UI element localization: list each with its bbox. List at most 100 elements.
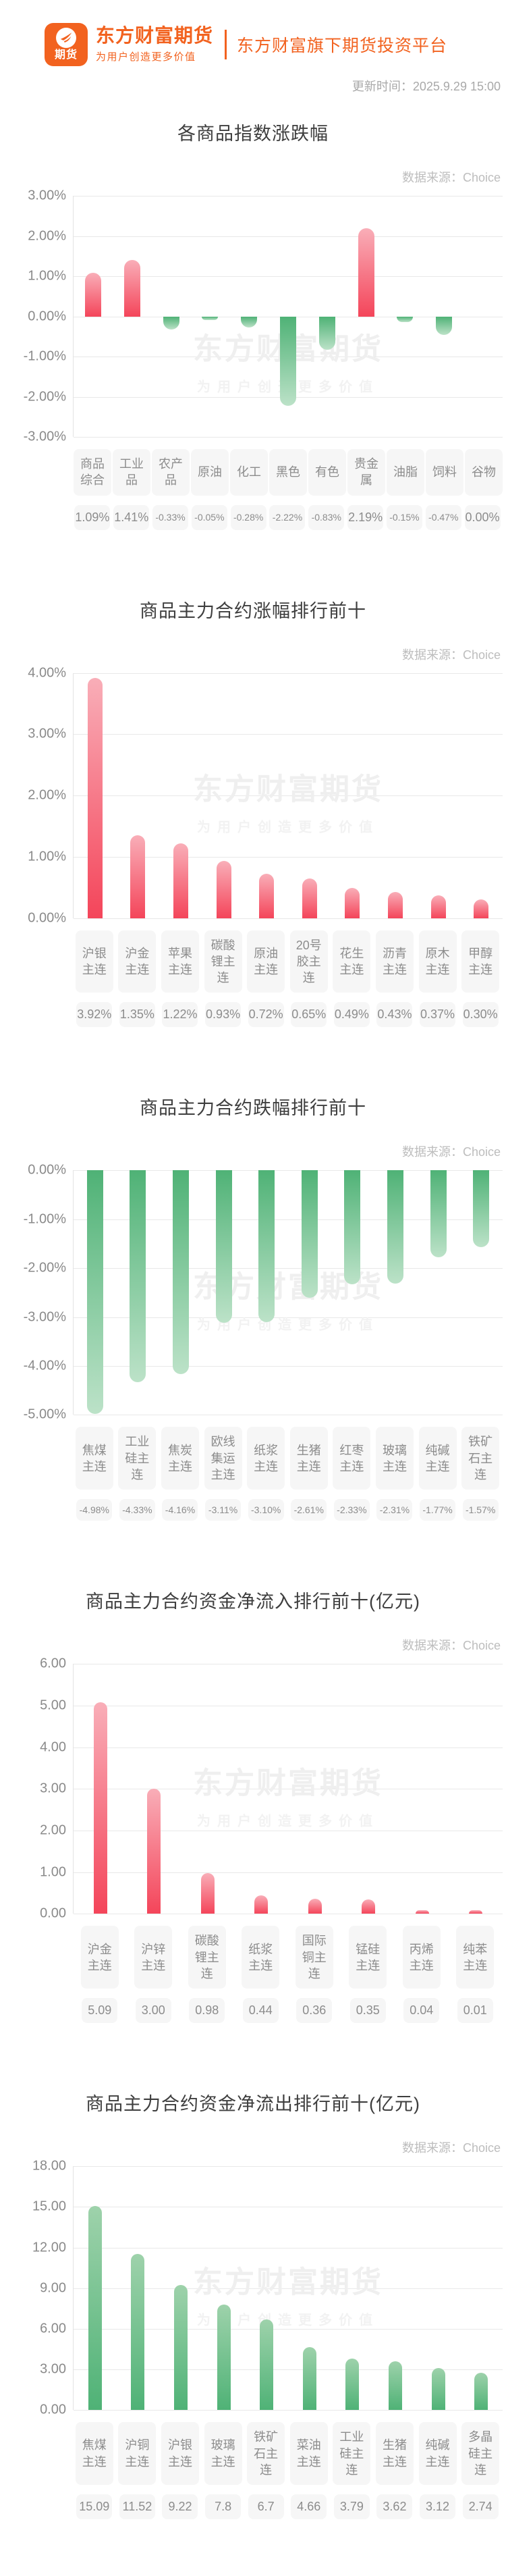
bar-value: -0.28% xyxy=(230,504,266,530)
bar-value: -1.77% xyxy=(420,1499,456,1521)
x-label-cell: 红枣主连 xyxy=(331,1427,374,1490)
gridline xyxy=(74,2247,503,2249)
bar-value: -4.98% xyxy=(76,1499,113,1521)
x-label: 纯苯主连 xyxy=(456,1926,495,1989)
bar-value: 0.49% xyxy=(333,1002,370,1028)
value-cell: 0.49% xyxy=(331,1002,374,1028)
bar-value-labels: 15.09 11.52 9.22 7.8 6.7 4.66 3.79 3.62 3.12 2.74 xyxy=(73,2494,502,2520)
bar-value: 3.62 xyxy=(376,2494,413,2520)
y-axis-tick: -4.00% xyxy=(23,1358,66,1373)
y-axis-tick: 6.00 xyxy=(40,2321,66,2336)
chart-bar xyxy=(302,2346,316,2411)
chart-bar xyxy=(397,316,414,323)
chart-bar xyxy=(200,1872,215,1914)
value-cell: -0.15% xyxy=(385,504,424,530)
y-axis-tick: 15.00 xyxy=(32,2199,66,2214)
bar-value: 0.98 xyxy=(189,1998,225,2024)
x-label: 纸浆主连 xyxy=(247,1427,285,1490)
chart-bar xyxy=(430,1170,447,1257)
watermark: 东方财富期货为用户创造更多价值 xyxy=(74,765,503,836)
gridline xyxy=(74,673,503,674)
x-label: 铁矿石主连 xyxy=(247,2422,285,2486)
x-label: 焦煤主连 xyxy=(75,2422,113,2486)
y-axis-tick: 3.00% xyxy=(28,188,66,203)
chart-bar xyxy=(415,1910,429,1914)
platform-tagline: 东方财富旗下期货投资平台 xyxy=(237,36,448,55)
x-label: 沪银主连 xyxy=(75,930,113,993)
x-label-cell: 黑色 xyxy=(269,449,308,496)
gridline xyxy=(74,276,503,277)
chart-section: 商品主力合约资金净流入排行前十(亿元) 数据来源：Choice 6.00 5.00… xyxy=(0,1587,506,2024)
bar-value: 0.65% xyxy=(291,1002,327,1028)
y-axis-tick: 2.00 xyxy=(40,1822,66,1838)
y-axis: 6.00 5.00 4.00 3.00 2.00 1.00 0.00 xyxy=(0,1656,73,1921)
x-axis-labels: 沪银主连 沪金主连 苹果主连 碳酸锂主连 原油主连 20号胶主连 花生主连 沥青主连 原木主连甲… xyxy=(73,930,502,993)
plot-row: 18.00 15.00 12.00 9.00 6.00 3.00 0.00 东方财富期货 为用… xyxy=(0,2159,506,2417)
y-axis-tick: 0.00% xyxy=(28,309,66,323)
x-label-cell: 工业硅主连 xyxy=(116,1427,159,1490)
x-label: 商品综合 xyxy=(74,449,111,496)
x-label: 化工 xyxy=(230,449,268,496)
x-label: 20号胶主连 xyxy=(289,930,328,993)
bar-value: -4.33% xyxy=(119,1499,155,1521)
y-axis-tick: 1.00% xyxy=(28,849,66,864)
chart-section: 商品主力合约资金净流出排行前十(亿元) 数据来源：Choice 18.00 15.… xyxy=(0,2089,506,2520)
bar-value: -3.11% xyxy=(205,1499,242,1521)
value-cell: 7.8 xyxy=(202,2494,245,2520)
gridline xyxy=(74,1170,503,1172)
x-label: 生猪主连 xyxy=(289,1427,328,1490)
value-cell: -4.33% xyxy=(116,1499,159,1521)
bar-value: -1.57% xyxy=(462,1499,499,1521)
bar-value: 0.44 xyxy=(242,1998,279,2024)
charts-container: 各商品指数涨跌幅 数据来源：Choice 3.00% 2.00% 1.00% 0.00… xyxy=(0,119,506,2520)
bar-value-labels: 5.09 3.00 0.98 0.44 0.36 0.35 0.04 0.01 xyxy=(73,1998,502,2024)
chart-bar xyxy=(362,1899,376,1914)
x-label: 有色 xyxy=(308,449,346,496)
x-label: 纯碱主连 xyxy=(418,2422,457,2486)
bar-value: 9.22 xyxy=(162,2494,198,2520)
bar-value: 0.72% xyxy=(248,1002,284,1028)
logo-swoosh-icon xyxy=(56,28,76,48)
gridline xyxy=(74,1268,503,1269)
y-axis-tick: 3.00% xyxy=(28,726,66,741)
x-label-cell: 锰硅主连 xyxy=(341,1926,395,1989)
value-cell: 0.72% xyxy=(244,1002,287,1028)
x-label-cell: 原油 xyxy=(190,449,229,496)
bar-value: -2.22% xyxy=(269,504,306,530)
x-label-cell: 沪锌主连 xyxy=(127,1926,181,1989)
chart-bar xyxy=(345,2359,360,2411)
value-cell: 3.79 xyxy=(331,2494,374,2520)
value-cell: 3.12 xyxy=(416,2494,459,2520)
x-label-cell: 沪金主连 xyxy=(116,930,159,993)
bar-value: 0.00% xyxy=(464,504,501,530)
x-label: 工业硅主连 xyxy=(118,1427,157,1490)
data-source: 数据来源：Choice xyxy=(401,2141,501,2155)
x-label-cell: 玻璃主连 xyxy=(373,1427,416,1490)
y-axis-tick: 5.00 xyxy=(40,1698,66,1713)
y-axis-tick: -5.00% xyxy=(23,1407,66,1422)
value-cell: 1.09% xyxy=(73,504,112,530)
x-label: 原木主连 xyxy=(418,930,457,993)
gridline xyxy=(74,918,503,919)
x-label: 纸浆主连 xyxy=(242,1926,280,1989)
value-cell: 0.36 xyxy=(287,1998,341,2024)
value-cell: 11.52 xyxy=(116,2494,159,2520)
bar-value: 4.66 xyxy=(291,2494,327,2520)
plot-area: 东方财富期货为用户创造更多价值 xyxy=(73,2166,503,2411)
brand-slogan: 为用户创造更多价值 xyxy=(96,51,196,63)
x-label-cell: 谷物 xyxy=(464,449,503,496)
gridline xyxy=(74,2369,503,2371)
chart-section: 商品主力合约跌幅排行前十 数据来源：Choice 0.00% -1.00% -2.0… xyxy=(0,1093,506,1521)
brand-text: 东方财富期货 为用户创造更多价值 xyxy=(96,25,213,63)
value-cell: -2.31% xyxy=(373,1499,416,1521)
bar-value-labels: 3.92% 1.35% 1.22% 0.93% 0.72% 0.65% 0.49% 0.43%… xyxy=(73,1002,502,1028)
x-label-cell: 沪铜主连 xyxy=(116,2422,159,2486)
chart-bar xyxy=(474,2373,488,2411)
bar-value: 0.36 xyxy=(296,1998,333,2024)
y-axis-tick: 6.00 xyxy=(40,1656,66,1671)
chart-bar xyxy=(258,1170,275,1322)
chart-bar xyxy=(254,1895,269,1914)
bar-value: 3.00 xyxy=(135,1998,171,2024)
chart-bar xyxy=(88,2205,102,2411)
